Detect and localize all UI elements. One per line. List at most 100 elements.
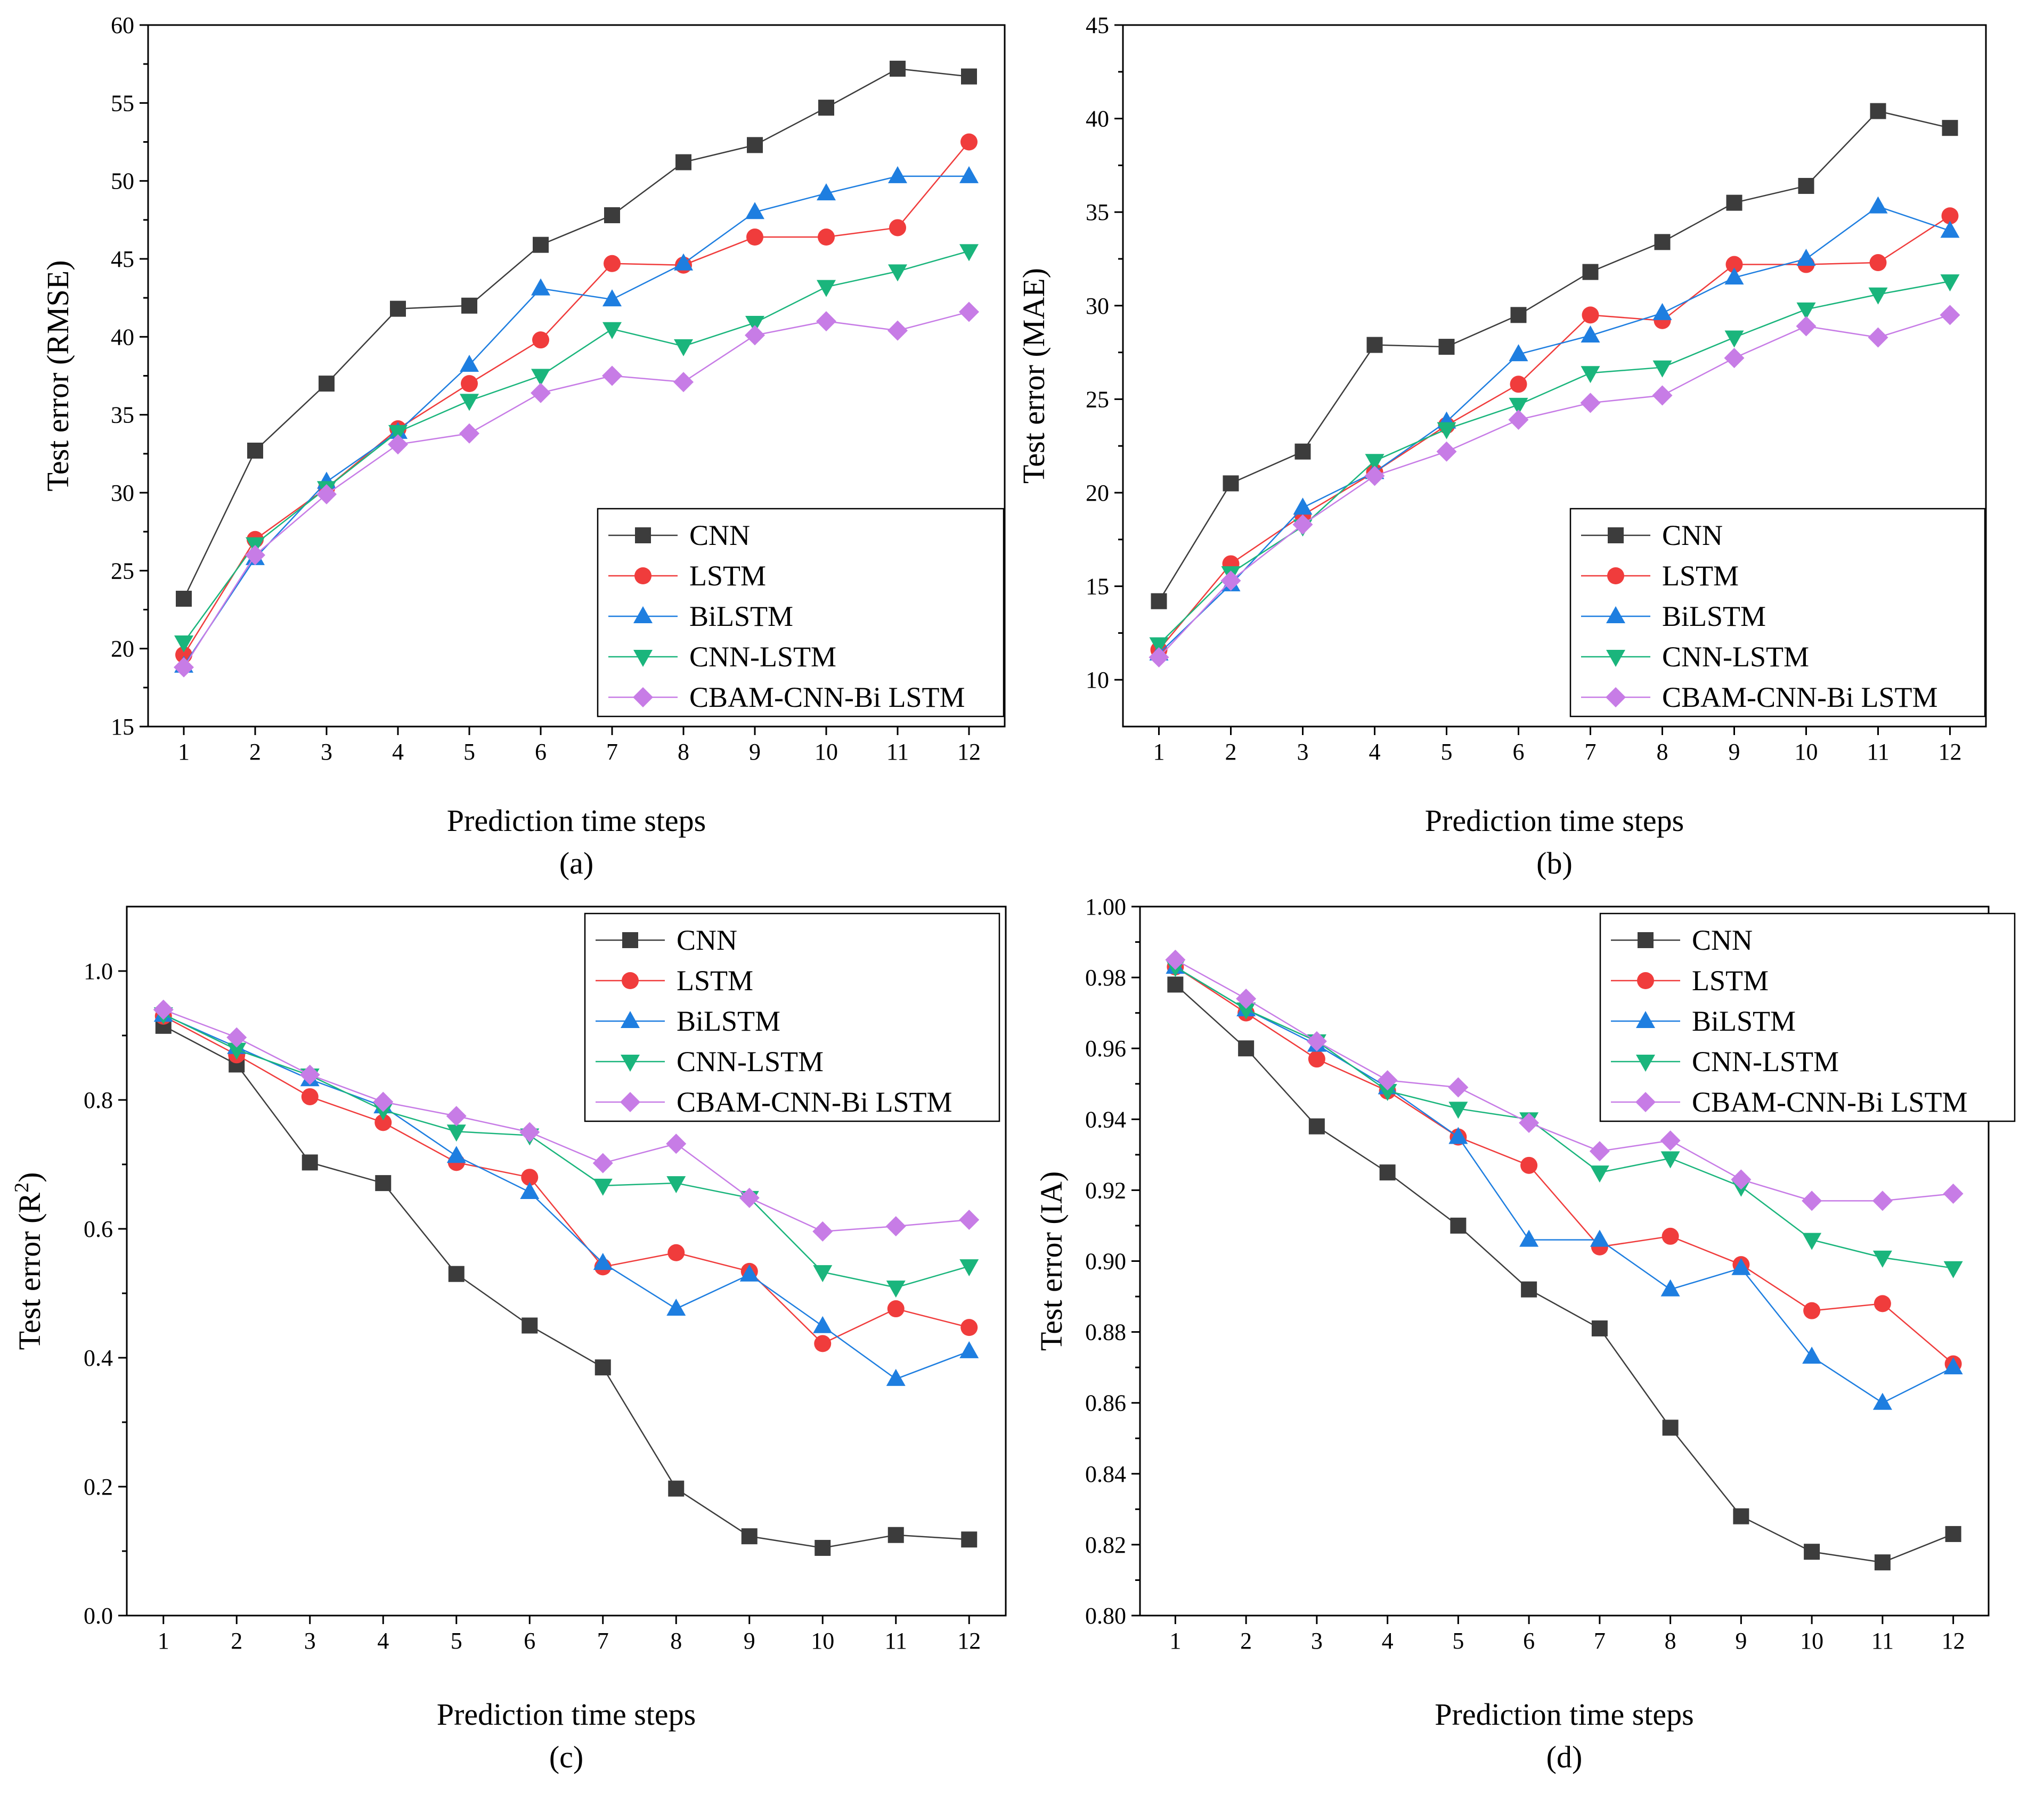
legend-label-bilstm: BiLSTM: [1692, 1005, 1796, 1037]
x-tick-label: 8: [678, 739, 689, 765]
data-point-cnn: [1308, 1118, 1325, 1135]
legend-label-lstm: LSTM: [689, 560, 766, 592]
data-point-cnn: [961, 1531, 978, 1548]
x-tick-label: 4: [392, 739, 404, 765]
data-point-bilstm: [1448, 1127, 1468, 1144]
y-tick-label: 0.8: [84, 1087, 113, 1113]
plot-frame: [126, 906, 1007, 1617]
data-point-cbam-cnn-bi-lstm: [1580, 393, 1601, 413]
y-tick-label: 0.94: [1085, 1106, 1126, 1132]
data-point-cbam-cnn-bi-lstm: [812, 1221, 833, 1242]
data-point-cnn: [1733, 1508, 1749, 1524]
data-point-cbam-cnn-bi-lstm: [531, 382, 551, 403]
data-point-cnn: [1167, 976, 1184, 993]
data-point-lstm: [604, 255, 621, 272]
data-point-cnn-lstm: [602, 322, 622, 339]
data-point-cnn-lstm: [593, 1178, 613, 1196]
data-point-cnn: [522, 1317, 538, 1334]
data-point-cbam-cnn-bi-lstm: [602, 365, 622, 386]
data-point-cnn: [461, 297, 477, 314]
data-point-cbam-cnn-bi-lstm: [1236, 989, 1257, 1009]
y-tick-label: 0.6: [84, 1216, 113, 1242]
x-tick-label: 11: [1867, 739, 1889, 765]
y-tick-label: 25: [111, 558, 134, 584]
legend-label-cbam-cnn-bi-lstm: CBAM-CNN-Bi LSTM: [1662, 681, 1938, 713]
legend-marker-cnn-lstm: [1636, 1055, 1655, 1072]
x-tick-label: 2: [1225, 739, 1237, 765]
data-point-cbam-cnn-bi-lstm: [1802, 1190, 1822, 1211]
x-tick-label: 6: [535, 739, 547, 765]
data-point-bilstm: [959, 1341, 979, 1358]
data-point-cbam-cnn-bi-lstm: [887, 320, 908, 341]
y-tick-label: 30: [1086, 293, 1109, 319]
y-tick-label: 45: [111, 246, 134, 272]
data-point-cnn-lstm: [745, 315, 764, 333]
series-line-bilstm: [1175, 966, 1954, 1404]
panel-caption: (c): [549, 1740, 583, 1774]
series-cnn: [155, 1017, 978, 1556]
y-axis-label: Test error (IA): [1034, 1171, 1069, 1351]
data-point-cbam-cnn-bi-lstm: [1519, 1112, 1540, 1133]
data-point-cnn: [1945, 1526, 1961, 1542]
data-point-cnn: [1151, 593, 1167, 609]
y-tick-label: 15: [1086, 574, 1109, 600]
panel-caption: (d): [1546, 1740, 1583, 1774]
data-point-lstm: [814, 1335, 832, 1352]
legend-marker-cnn: [635, 527, 651, 543]
data-point-cbam-cnn-bi-lstm: [1292, 514, 1313, 535]
data-point-bilstm: [674, 253, 693, 271]
x-tick-label: 3: [1311, 1628, 1323, 1654]
data-point-cnn: [815, 1539, 831, 1556]
legend-box: [597, 508, 1005, 717]
legend-label-cnn-lstm: CNN-LSTM: [1692, 1046, 1839, 1078]
legend-marker-bilstm: [1606, 606, 1625, 623]
data-point-cbam-cnn-bi-lstm: [816, 311, 836, 332]
series-line-cbam-cnn-bi-lstm: [163, 1009, 970, 1233]
legend-box: [1569, 508, 1986, 717]
x-tick-label: 3: [321, 739, 332, 765]
x-tick-label: 8: [670, 1628, 682, 1654]
data-point-cnn: [818, 100, 834, 116]
data-point-cnn: [595, 1359, 611, 1376]
series-line-cnn-lstm: [163, 1013, 970, 1289]
data-point-cnn: [176, 591, 192, 607]
data-point-cnn: [1510, 307, 1527, 323]
y-tick-label: 20: [111, 636, 134, 662]
data-point-bilstm: [817, 183, 836, 201]
x-tick-label: 10: [1795, 739, 1818, 765]
series-cbam-cnn-bi-lstm: [153, 999, 980, 1242]
data-point-cnn-lstm: [886, 1281, 906, 1298]
data-point-cbam-cnn-bi-lstm: [1306, 1031, 1327, 1051]
data-point-cbam-cnn-bi-lstm: [1943, 1184, 1964, 1204]
data-point-cnn: [375, 1175, 392, 1192]
data-point-cnn: [747, 137, 763, 153]
data-point-bilstm: [1943, 1357, 1963, 1375]
data-point-cnn: [1662, 1420, 1679, 1436]
data-point-cnn: [1521, 1281, 1537, 1298]
y-tick-label: 0.84: [1085, 1461, 1126, 1487]
data-point-cbam-cnn-bi-lstm: [1940, 305, 1960, 325]
data-point-lstm: [1725, 256, 1743, 273]
data-point-cnn-lstm: [1796, 302, 1816, 320]
data-point-lstm: [461, 375, 478, 393]
data-point-cbam-cnn-bi-lstm: [153, 999, 174, 1020]
x-tick-label: 5: [451, 1628, 462, 1654]
x-tick-label: 11: [885, 1628, 907, 1654]
x-tick-label: 12: [1939, 739, 1962, 765]
legend-label-bilstm: BiLSTM: [1662, 600, 1766, 632]
data-point-cbam-cnn-bi-lstm: [1652, 385, 1673, 406]
data-point-cnn: [887, 1527, 904, 1543]
data-point-cnn: [1591, 1320, 1608, 1336]
data-point-cnn-lstm: [888, 264, 907, 282]
x-tick-label: 9: [1735, 1628, 1747, 1654]
x-tick-label: 2: [249, 739, 261, 765]
series-cbam-cnn-bi-lstm: [1149, 305, 1960, 668]
data-point-cbam-cnn-bi-lstm: [1589, 1141, 1610, 1162]
data-point-bilstm: [531, 278, 550, 296]
legend-marker-cbam-cnn-bi-lstm: [1606, 687, 1626, 707]
y-tick-label: 45: [1086, 12, 1109, 38]
legend-label-lstm: LSTM: [1662, 560, 1739, 592]
data-point-cnn-lstm: [1590, 1165, 1609, 1183]
data-point-cnn-lstm: [460, 394, 479, 411]
data-point-lstm: [818, 229, 835, 246]
